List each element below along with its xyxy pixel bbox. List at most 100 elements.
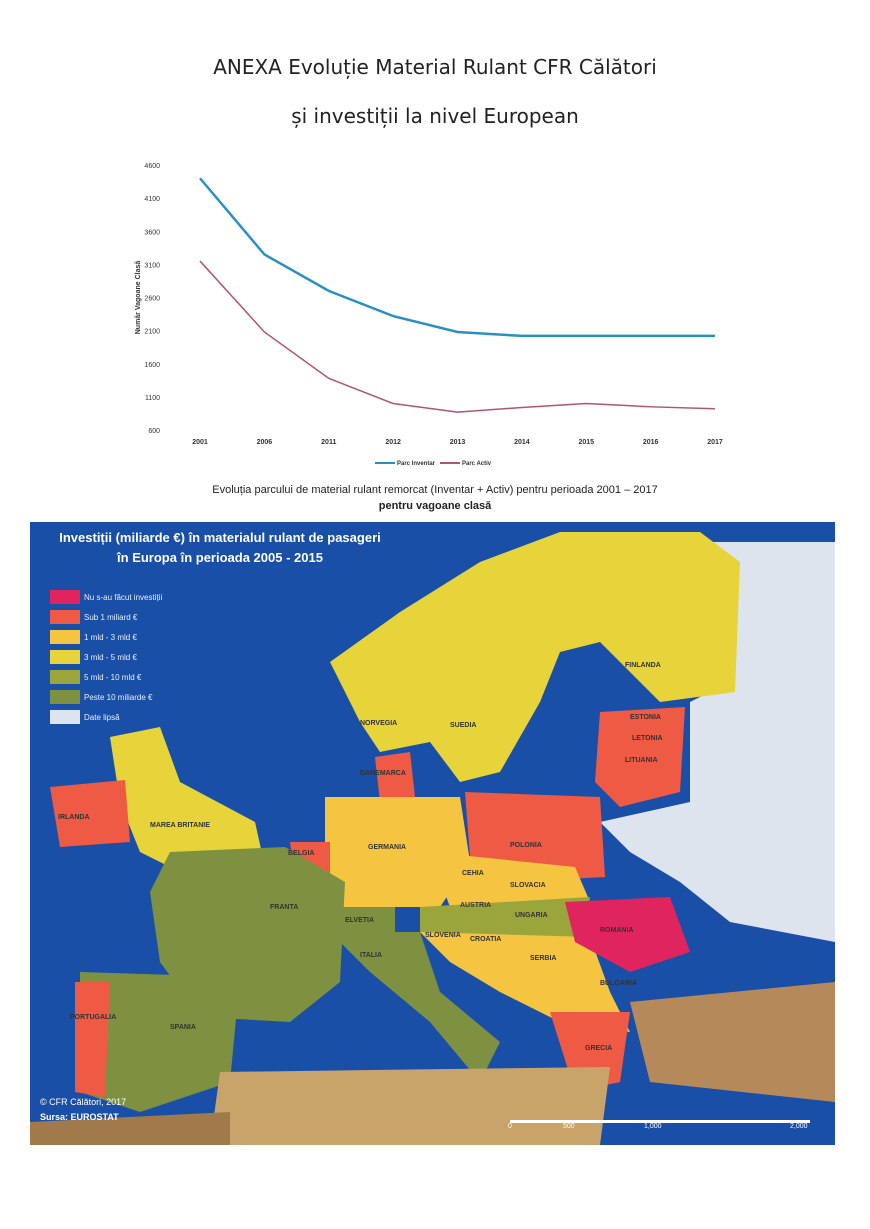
map-title: Investiții (miliarde €) în materialul ru… <box>59 530 381 545</box>
country-label: ITALIA <box>360 952 383 959</box>
country-label: SLOVACIA <box>510 882 546 889</box>
country-label: BULGARIA <box>600 980 637 987</box>
atlantic-terrain <box>30 1112 230 1145</box>
legend-item: 3 mld - 5 mld € <box>50 648 137 666</box>
y-tick-label: 4600 <box>144 163 160 170</box>
legend-label: Parc Activ <box>462 461 492 467</box>
scale-1000: 1,000 <box>644 1123 662 1130</box>
switzerland <box>335 907 395 937</box>
legend-label: 1 mld - 3 mld € <box>84 632 137 642</box>
country-label: SLOVENIA <box>425 932 461 939</box>
legend-label: Nu s-au făcut investiții <box>84 592 163 602</box>
x-tick-label: 2012 <box>385 439 401 446</box>
country-label: SPANIA <box>170 1024 196 1031</box>
map-shapes <box>30 532 835 1145</box>
x-tick-label: 2011 <box>321 439 336 446</box>
source: Sursa: EUROSTAT <box>40 1112 119 1122</box>
portugal <box>75 982 110 1097</box>
country-label: MAREA BRITANIE <box>150 822 210 829</box>
scale-2000: 2,000 <box>790 1123 808 1130</box>
uk <box>110 727 265 872</box>
chart-caption-2: pentru vagoane clasă <box>378 500 492 512</box>
y-tick-label: 4100 <box>144 196 160 203</box>
y-tick-label: 1100 <box>145 395 160 402</box>
legend-item: Nu s-au făcut investiții <box>50 588 162 606</box>
europe-investment-map: Investiții (miliarde €) în materialul ru… <box>30 522 835 1145</box>
legend-item: Peste 10 miliarde € <box>50 688 152 706</box>
y-axis-label: Număr Vagoane Clasă <box>135 261 142 335</box>
country-label: SERBIA <box>530 955 557 962</box>
legend-swatch <box>50 650 80 664</box>
series-line-0 <box>199 177 715 338</box>
legend-swatch <box>50 710 80 724</box>
country-label: IRLANDA <box>58 814 90 821</box>
scale-0: 0 <box>508 1123 512 1130</box>
x-tick-label: 2001 <box>192 439 208 446</box>
scale-bar <box>510 1120 810 1123</box>
country-label: DANEMARCA <box>360 770 406 777</box>
page-subtitle: și investiții la nivel European <box>291 104 579 128</box>
y-tick-label: 3100 <box>144 262 160 269</box>
central-europe <box>430 852 590 912</box>
legend-swatch <box>50 630 80 644</box>
country-label: AUSTRIA <box>460 902 492 909</box>
x-tick-label: 2013 <box>450 439 466 446</box>
balkans <box>420 932 630 1032</box>
legend-label: 5 mld - 10 mld € <box>84 672 142 682</box>
line-chart: 600 1100 1600 2100 2600 3100 3600 4100 4600 2001 2… <box>135 163 723 467</box>
country-label: CROATIA <box>470 936 502 943</box>
legend-swatch <box>50 670 80 684</box>
denmark <box>375 752 415 802</box>
y-tick-label: 3600 <box>144 229 160 236</box>
italy <box>330 932 500 1082</box>
germany <box>325 797 470 907</box>
legend-item: 5 mld - 10 mld € <box>50 668 141 686</box>
x-tick-label: 2006 <box>257 439 273 446</box>
country-label: LETONIA <box>632 735 663 742</box>
legend-swatch <box>50 610 80 624</box>
country-label: ROMANIA <box>600 927 634 934</box>
legend-item: Sub 1 miliard € <box>50 608 137 626</box>
iberia <box>80 972 240 1112</box>
country-label: CEHIA <box>462 870 484 877</box>
legend-label: Sub 1 miliard € <box>84 612 138 622</box>
country-label: NORVEGIA <box>360 720 398 727</box>
scandinavia <box>330 532 740 782</box>
x-tick-label: 2017 <box>707 439 723 446</box>
baltics <box>595 707 685 807</box>
y-tick-label: 2600 <box>144 296 160 303</box>
x-tick-label: 2016 <box>643 439 659 446</box>
legend-label: Date lipsă <box>84 712 120 722</box>
legend-swatch <box>50 590 80 604</box>
y-tick-label: 1600 <box>144 362 160 369</box>
country-label: ELVETIA <box>345 917 375 924</box>
chart-caption: Evoluția parcului de material rulant rem… <box>212 484 658 496</box>
legend-label: 3 mld - 5 mld € <box>84 652 137 662</box>
legend-label: Parc Inventar <box>397 461 436 467</box>
legend-swatch <box>50 690 80 704</box>
ireland <box>50 780 130 847</box>
austria-hungary <box>420 897 590 942</box>
romania <box>565 897 690 972</box>
y-tick-label: 600 <box>148 428 160 435</box>
scale-500: 500 <box>563 1123 575 1130</box>
country-label: BELGIA <box>288 850 315 857</box>
country-label: POLONIA <box>510 842 542 849</box>
legend-item: 1 mld - 3 mld € <box>50 628 137 646</box>
map-title-2: în Europa în perioada 2005 - 2015 <box>117 550 323 565</box>
russia-region <box>600 542 835 942</box>
country-label: FINLANDA <box>625 662 661 669</box>
country-label: GERMANIA <box>368 844 407 851</box>
country-label: GRECIA <box>585 1045 613 1052</box>
page-title: ANEXA Evoluție Material Rulant CFR Călăt… <box>213 55 657 79</box>
x-tick-label: 2014 <box>514 439 530 446</box>
country-label: ESTONIA <box>630 714 661 721</box>
country-label: LITUANIA <box>625 757 658 764</box>
x-tick-label: 2015 <box>578 439 594 446</box>
north-africa <box>210 1067 610 1145</box>
country-label: UNGARIA <box>515 912 548 919</box>
legend-item: Date lipsă <box>50 708 120 726</box>
legend-label: Peste 10 miliarde € <box>84 692 153 702</box>
y-tick-label: 2100 <box>144 329 160 336</box>
country-label: PORTUGALIA <box>70 1014 117 1021</box>
